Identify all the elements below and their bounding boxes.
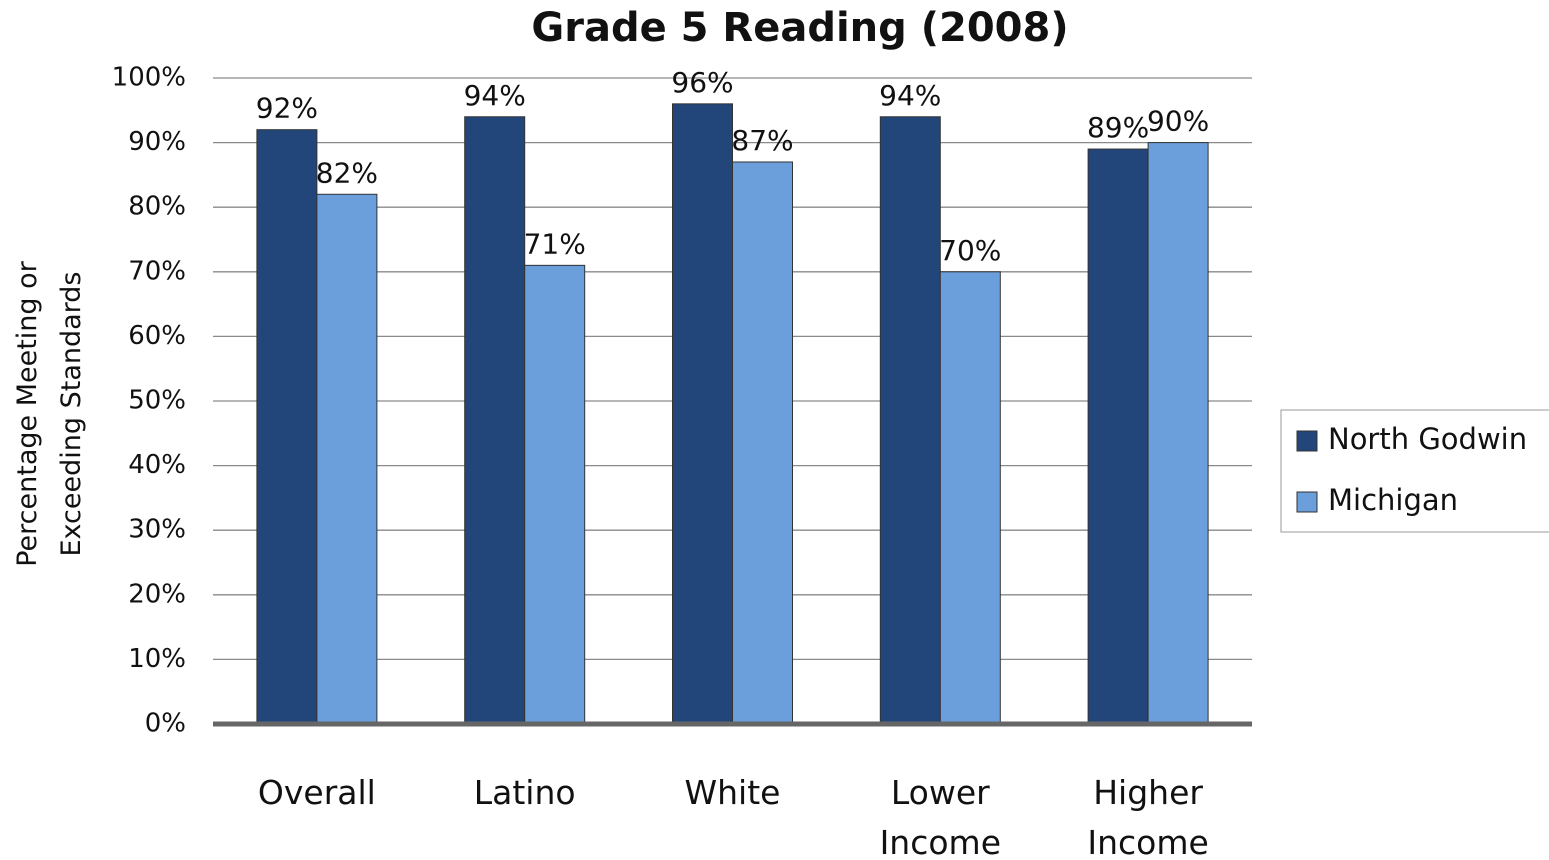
y-tick-label: 0% bbox=[145, 709, 186, 739]
y-tick-label: 10% bbox=[128, 644, 186, 674]
value-label: 94% bbox=[464, 79, 526, 112]
value-label: 94% bbox=[879, 79, 941, 112]
x-tick-label: Higher Income bbox=[1087, 773, 1209, 860]
chart-title: Grade 5 Reading (2008) bbox=[531, 5, 1068, 51]
legend-swatch bbox=[1296, 430, 1318, 452]
y-tick-label: 20% bbox=[128, 579, 186, 609]
x-tick-label: Lower Income bbox=[879, 773, 1002, 860]
value-label: 92% bbox=[256, 92, 318, 125]
y-tick-label: 70% bbox=[128, 256, 186, 286]
value-label: 96% bbox=[671, 66, 733, 99]
x-tick-label: White bbox=[684, 773, 781, 812]
value-label: 71% bbox=[524, 227, 586, 260]
y-tick-label: 40% bbox=[128, 450, 186, 480]
value-label: 90% bbox=[1147, 105, 1209, 138]
legend-box bbox=[1280, 409, 1549, 533]
bar bbox=[256, 129, 318, 725]
y-tick-label: 80% bbox=[128, 192, 186, 222]
legend-label: Michigan bbox=[1328, 483, 1458, 517]
bar bbox=[672, 103, 733, 725]
bar bbox=[464, 116, 526, 725]
value-label: 70% bbox=[939, 234, 1001, 267]
bar bbox=[939, 271, 1001, 725]
x-tick-label: Latino bbox=[473, 773, 576, 812]
value-label: 89% bbox=[1087, 111, 1149, 144]
bar bbox=[732, 161, 793, 725]
bar bbox=[316, 193, 378, 725]
x-tick-label: Overall bbox=[257, 773, 376, 812]
bar bbox=[1147, 142, 1209, 725]
y-tick-label: 90% bbox=[128, 127, 186, 157]
value-label: 82% bbox=[316, 156, 378, 189]
bar bbox=[524, 264, 586, 725]
y-axis-label: Percentage Meeting or Exceeding Standard… bbox=[12, 261, 87, 567]
legend-swatch bbox=[1296, 491, 1318, 513]
bar bbox=[879, 116, 941, 725]
y-tick-label: 100% bbox=[112, 63, 186, 93]
y-tick-label: 50% bbox=[128, 386, 186, 416]
y-tick-label: 30% bbox=[128, 515, 186, 545]
value-label: 87% bbox=[731, 124, 793, 157]
bar bbox=[1087, 148, 1149, 725]
y-tick-label: 60% bbox=[128, 321, 186, 351]
legend-label: North Godwin bbox=[1328, 422, 1527, 456]
